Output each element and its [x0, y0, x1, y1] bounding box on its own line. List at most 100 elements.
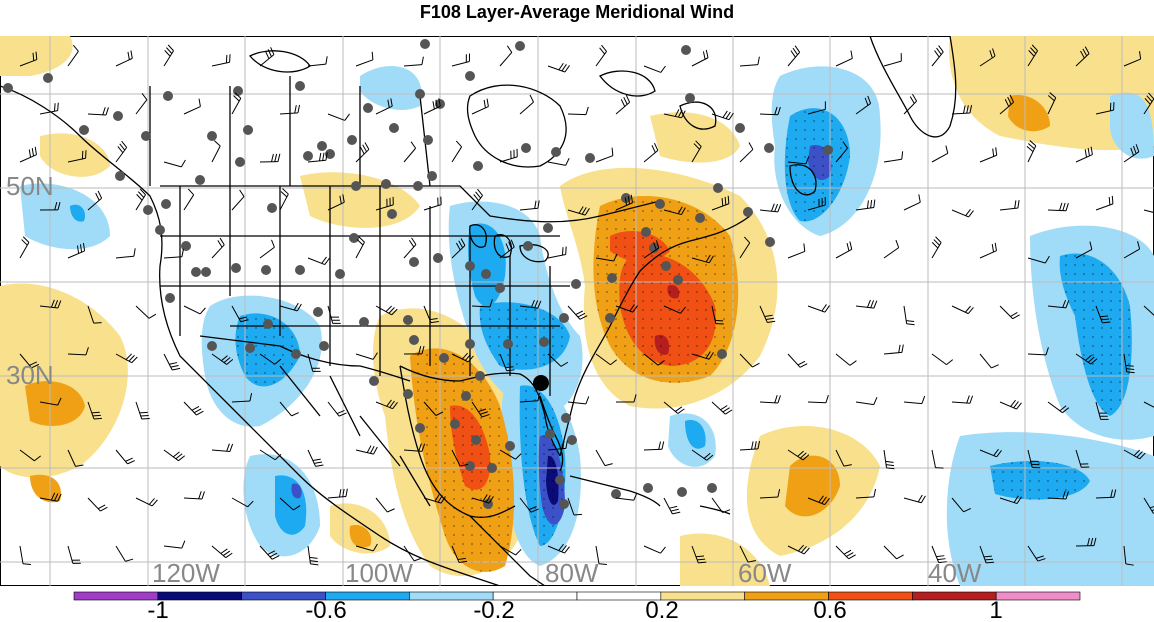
wind-barb — [259, 353, 282, 365]
highlight-station — [533, 375, 549, 391]
station-dot — [403, 315, 413, 325]
wind-barb — [643, 65, 666, 73]
wind-barb — [787, 243, 806, 259]
wind-barb — [375, 305, 398, 316]
wind-barb — [519, 497, 539, 513]
wind-barb — [423, 305, 439, 324]
station-dot — [433, 253, 443, 263]
wind-barb — [211, 545, 233, 559]
wind-barb — [135, 401, 150, 420]
wind-barb — [87, 497, 108, 512]
wind-barb — [663, 206, 686, 216]
station-dot — [325, 149, 335, 159]
wind-barb — [903, 93, 918, 115]
wind-barb — [1123, 353, 1135, 374]
station-dot — [695, 213, 705, 223]
station-dot — [559, 313, 569, 323]
station-dot — [335, 269, 345, 279]
wind-barb — [711, 195, 730, 211]
wind-barb — [807, 197, 826, 211]
wind-barb — [711, 110, 734, 121]
station-dot — [611, 489, 621, 499]
wind-barb — [903, 305, 915, 326]
wind-barb — [39, 201, 61, 211]
wind-barb — [883, 545, 904, 560]
wind-barb — [835, 241, 853, 259]
wind-barb — [979, 147, 998, 163]
station-dot — [473, 161, 483, 171]
wind-barb — [739, 440, 761, 451]
station-dot — [450, 419, 460, 429]
station-dot — [539, 337, 549, 347]
wind-barb — [567, 106, 589, 116]
station-dot — [465, 71, 475, 81]
wind-barb — [403, 237, 417, 259]
station-dot — [555, 475, 565, 485]
wind-barb — [375, 98, 393, 115]
station-dot — [409, 335, 419, 345]
wind-barb — [423, 98, 441, 115]
station-dot — [661, 261, 671, 271]
observation-stations — [3, 39, 833, 509]
station-dot — [461, 391, 471, 401]
wind-barb — [1123, 545, 1134, 566]
station-dot — [351, 181, 361, 191]
station-dot — [319, 341, 329, 351]
station-dot — [465, 339, 475, 349]
station-dot — [427, 171, 437, 181]
wind-barb — [643, 353, 665, 366]
wind-barb — [1047, 491, 1069, 500]
station-dot — [505, 441, 515, 451]
wind-barb — [999, 200, 1020, 211]
wind-barb — [135, 188, 146, 211]
wind-barb — [451, 545, 468, 564]
wind-barb — [807, 394, 829, 404]
wind-barb — [19, 146, 37, 163]
wind-barb — [307, 353, 321, 372]
wind-barb — [403, 56, 424, 67]
wind-barb — [1095, 401, 1109, 420]
wind-barb — [355, 142, 370, 163]
wind-barb — [663, 109, 686, 119]
wind-barb — [999, 305, 1020, 320]
colorbar-label: 0.6 — [813, 597, 846, 622]
wind-barb — [547, 440, 568, 451]
station-dot — [551, 147, 561, 157]
wind-barb — [403, 545, 422, 562]
wind-barb — [499, 545, 522, 556]
station-dot — [465, 461, 475, 471]
wind-barb — [231, 393, 253, 403]
wind-barb — [1027, 545, 1046, 562]
wind-barb — [183, 401, 204, 416]
wind-barb — [1027, 449, 1041, 469]
wind-barb — [999, 495, 1022, 504]
station-dot — [291, 349, 301, 359]
wind-barb — [615, 194, 633, 211]
station-dot — [420, 39, 430, 49]
lon-label-40w: 40W — [928, 558, 982, 586]
wind-barb — [135, 93, 148, 115]
station-dot — [359, 317, 369, 327]
station-dot — [487, 463, 497, 473]
wind-barb — [115, 353, 138, 364]
wind-barb — [711, 305, 724, 325]
wind-barb — [547, 353, 569, 367]
wind-barb — [855, 299, 878, 309]
wind-barb — [183, 98, 201, 115]
wind-barb — [1047, 202, 1069, 212]
wind-barb — [663, 401, 685, 414]
wind-barb — [307, 545, 319, 566]
station-dot — [495, 283, 505, 293]
wind-barb — [423, 401, 444, 416]
wind-barb — [39, 397, 62, 406]
wind-barb — [855, 397, 878, 406]
significance-stippling — [235, 108, 1132, 572]
station-dot — [115, 171, 125, 181]
station-dot — [245, 343, 255, 353]
wind-barb — [1027, 347, 1049, 356]
wind-barb — [883, 239, 900, 259]
wind-barb — [547, 246, 567, 259]
wind-barb — [787, 449, 810, 461]
station-dot — [381, 179, 391, 189]
wind-barb — [499, 449, 522, 460]
